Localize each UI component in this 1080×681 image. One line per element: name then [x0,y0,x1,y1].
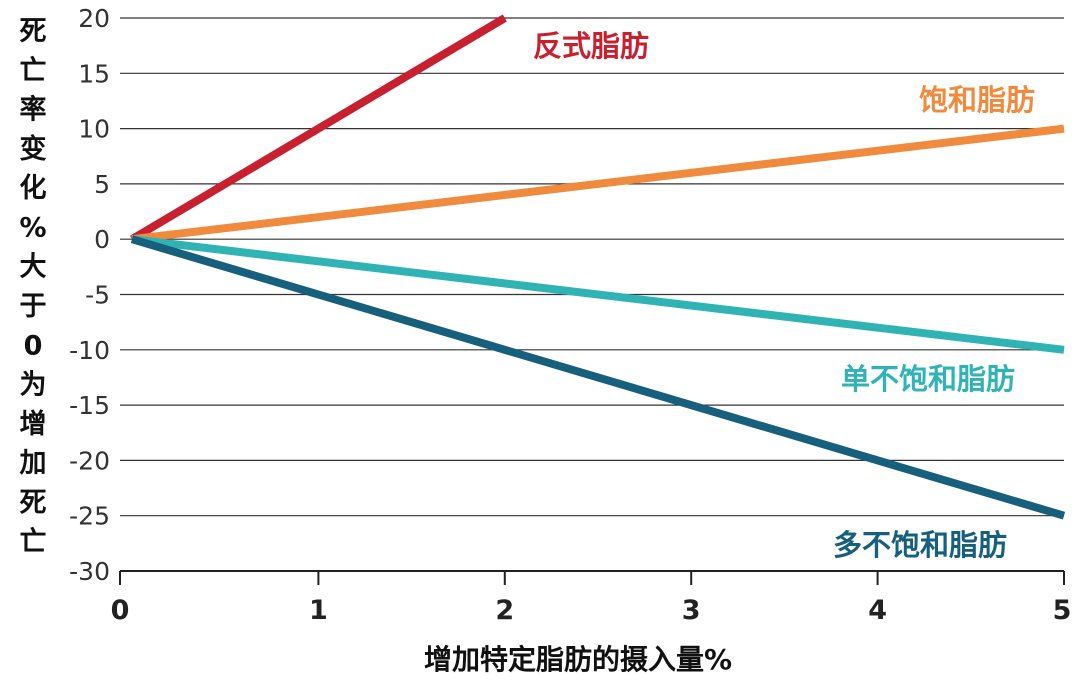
y-tick-label: -30 [69,557,110,586]
x-tick-label: 5 [1053,595,1072,626]
series-line [131,235,1065,354]
x-tick-label: 3 [682,595,701,626]
y-tick-label: -15 [69,391,110,420]
x-tick-label: 1 [309,595,328,626]
series-label: 饱和脂肪 [919,83,1035,117]
y-tick-label: -10 [69,336,110,365]
x-tick-label: 2 [495,595,514,626]
x-tick-label: 0 [111,595,130,626]
y-axis-label-char: 0 [24,330,43,361]
y-tick-label: 0 [94,225,110,254]
y-tick-label: 20 [78,4,110,33]
y-axis-label-char: 率 [20,94,47,126]
y-axis-label-char: 死 [20,16,47,47]
x-axis-label: 增加特定脂肪的摄入量% [424,643,732,676]
series-line [131,124,1065,244]
y-axis-label-char: 加 [20,448,47,479]
y-axis-label-char: 亡 [20,527,47,558]
series-line [129,14,507,243]
y-axis-label-char: 亡 [20,55,47,86]
y-axis-label-char: 变 [20,133,47,165]
series-label: 单不饱和脂肪 [841,362,1015,396]
series-label: 多不饱和脂肪 [833,528,1007,562]
series-label: 反式脂肪 [533,29,649,63]
x-axis [119,570,1065,585]
y-tick-label: -20 [69,446,110,475]
y-axis-ticks: 20 15 10 5 0 -5 -10 -15 -20 -25 -30 [69,4,110,586]
y-axis-label-char: 死 [20,487,47,518]
y-axis-label-char: 大 [20,252,47,283]
y-axis-label-char: 为 [20,370,47,401]
x-tick-label: 4 [868,595,887,626]
y-axis-label-char: 增 [20,408,47,440]
series-lines [129,14,1066,520]
y-tick-label: -25 [69,502,110,531]
series-line [130,235,1066,520]
y-axis-label-char: 化 [20,173,47,204]
y-tick-label: 5 [94,170,110,199]
y-tick-label: -5 [85,281,110,310]
y-axis-label-char: % [19,212,46,243]
y-tick-label: 15 [78,59,110,88]
y-axis-label-char: 于 [20,291,47,322]
y-tick-label: 10 [78,115,110,144]
x-axis-ticks: 0 1 2 3 4 5 [111,595,1072,626]
